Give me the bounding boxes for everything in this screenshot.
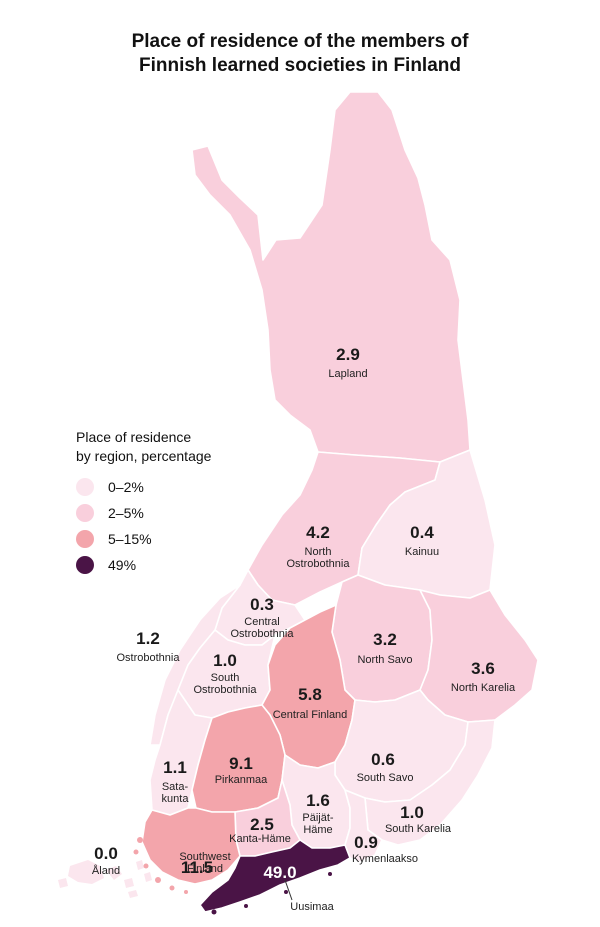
label-value-uusimaa: 49.0 bbox=[263, 863, 296, 882]
coastal-islands bbox=[133, 837, 188, 894]
label-name-pirkanmaa: Pirkanmaa bbox=[215, 774, 268, 786]
label-value-north-karelia: 3.6 bbox=[471, 659, 495, 678]
uusimaa-leader-line bbox=[284, 879, 293, 901]
label-value-lapland: 2.9 bbox=[336, 345, 360, 364]
label-name-satakunta-2: kunta bbox=[162, 793, 190, 805]
label-name-ostrobothnia: Ostrobothnia bbox=[117, 652, 181, 664]
label-name-kymenlaakso: Kymenlaakso bbox=[352, 853, 418, 865]
map-title: Place of residence of the members of Fin… bbox=[0, 30, 600, 78]
legend-title-line1: Place of residence bbox=[76, 429, 192, 445]
legend-label: 2–5% bbox=[108, 505, 144, 521]
label-name-satakunta-1: Sata- bbox=[162, 781, 189, 793]
label-value-south-savo: 0.6 bbox=[371, 750, 395, 769]
label-name-lapland: Lapland bbox=[328, 368, 367, 380]
label-value-kainuu: 0.4 bbox=[410, 523, 434, 542]
region-lapland[interactable] bbox=[191, 91, 471, 463]
label-name-south-savo: South Savo bbox=[357, 772, 414, 784]
region-uusimaa[interactable] bbox=[199, 839, 351, 913]
label-value-kymenlaakso: 0.9 bbox=[354, 833, 378, 852]
legend-title: Place of residence by region, percentage bbox=[76, 428, 211, 466]
label-name-aland: Åland bbox=[92, 864, 120, 877]
legend-swatch bbox=[76, 556, 94, 574]
label-value-central-finland: 5.8 bbox=[298, 685, 322, 704]
legend-item: 49% bbox=[76, 552, 211, 578]
legend-label: 5–15% bbox=[108, 531, 152, 547]
label-name-southwest-finland-line2: Finland bbox=[187, 863, 223, 875]
label-name-central-finland: Central Finland bbox=[273, 709, 348, 721]
label-name-central-ostrobothnia-1: Central bbox=[244, 616, 279, 628]
label-value-kanta-hame: 2.5 bbox=[250, 815, 274, 834]
legend-item: 2–5% bbox=[76, 500, 211, 526]
label-value-ostrobothnia: 1.2 bbox=[136, 629, 160, 648]
uusimaa-islands bbox=[211, 872, 332, 915]
map-title-line1: Place of residence of the members of bbox=[131, 31, 469, 52]
label-value-aland: 0.0 bbox=[94, 844, 118, 863]
region-kymenlaakso[interactable] bbox=[344, 789, 383, 863]
label-value-south-ostrobothnia: 1.0 bbox=[213, 651, 237, 670]
label-name-kanta-hame: Kanta-Häme bbox=[229, 833, 291, 845]
label-name-north-ostrobothnia-1: North bbox=[305, 546, 332, 558]
legend: Place of residence by region, percentage… bbox=[76, 428, 211, 578]
label-name-north-savo: North Savo bbox=[357, 654, 412, 666]
legend-item: 0–2% bbox=[76, 474, 211, 500]
region-southwest-finland[interactable] bbox=[141, 807, 241, 885]
legend-swatch bbox=[76, 530, 94, 548]
label-value-paijat-hame: 1.6 bbox=[306, 791, 330, 810]
label-name-southwest-finland-line1: Southwest bbox=[179, 851, 230, 863]
label-value-south-karelia: 1.0 bbox=[400, 803, 424, 822]
label-name-paijat-hame-1: Päijät- bbox=[302, 812, 334, 824]
label-name-south-karelia: South Karelia bbox=[385, 823, 452, 835]
legend-label: 49% bbox=[108, 557, 137, 573]
label-name-uusimaa: Uusimaa bbox=[290, 901, 334, 913]
label-value-pirkanmaa: 9.1 bbox=[229, 754, 253, 773]
legend-item: 5–15% bbox=[76, 526, 211, 552]
legend-swatch bbox=[76, 504, 94, 522]
label-value-southwest-finland: 11.5 bbox=[181, 858, 213, 877]
legend-label: 0–2% bbox=[108, 479, 144, 495]
label-value-north-savo: 3.2 bbox=[373, 630, 397, 649]
legend-swatch bbox=[76, 478, 94, 496]
region-north-karelia[interactable] bbox=[419, 589, 539, 723]
label-name-paijat-hame-2: Häme bbox=[303, 824, 332, 836]
label-value-satakunta: 1.1 bbox=[163, 758, 187, 777]
aland-islands bbox=[58, 860, 152, 898]
label-name-central-ostrobothnia-2: Ostrobothnia bbox=[231, 628, 295, 640]
label-name-north-ostrobothnia-2: Ostrobothnia bbox=[287, 558, 351, 570]
label-value-central-ostrobothnia: 0.3 bbox=[250, 595, 274, 614]
map-title-line2: Finnish learned societies in Finland bbox=[138, 55, 461, 76]
label-value-north-ostrobothnia: 4.2 bbox=[306, 523, 330, 542]
label-name-south-ostrobothnia-1: South bbox=[211, 672, 240, 684]
label-name-south-ostrobothnia-2: Ostrobothnia bbox=[194, 684, 258, 696]
legend-title-line2: by region, percentage bbox=[76, 448, 212, 464]
label-name-north-karelia: North Karelia bbox=[451, 682, 516, 694]
label-name-kainuu: Kainuu bbox=[405, 546, 439, 558]
